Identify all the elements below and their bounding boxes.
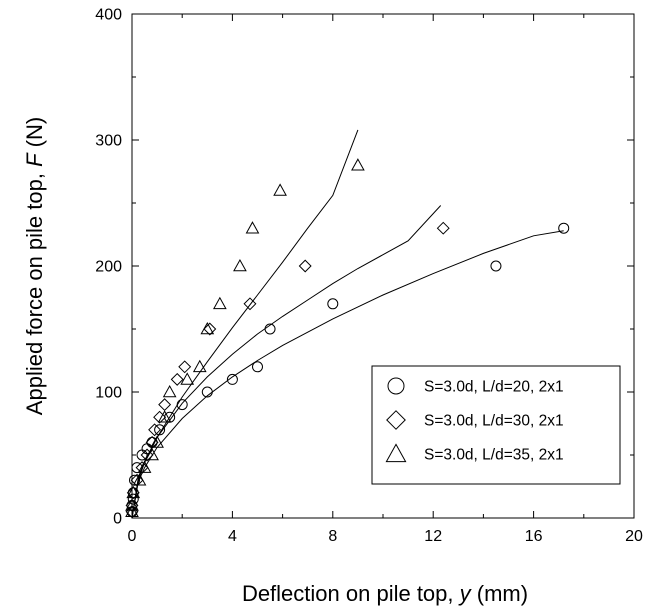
data-point-diamond: [135, 461, 149, 475]
fit-curve-circle: [131, 230, 564, 519]
data-point-triangle: [162, 384, 177, 398]
x-axis-title: Deflection on pile top, y (mm): [242, 581, 528, 606]
data-point-diamond: [436, 221, 450, 235]
data-point-diamond: [298, 259, 312, 273]
data-point-diamond: [170, 372, 184, 386]
data-point-triangle: [145, 447, 159, 461]
legend-label: S=3.0d, L/d=35, 2x1: [424, 447, 564, 464]
x-tick-label: 4: [228, 528, 237, 545]
data-point-triangle: [200, 321, 215, 335]
data-point-triangle: [245, 221, 260, 234]
legend: S=3.0d, L/d=20, 2x1 S=3.0d, L/d=30, 2x1 S=…: [371, 365, 621, 485]
data-point-triangle: [233, 258, 247, 272]
data-point-triangle: [180, 372, 195, 385]
data-point-circle: [327, 298, 339, 310]
data-point-triangle: [132, 473, 147, 486]
data-point-circle: [154, 424, 166, 436]
y-tick-labels: 0 100 200 300 400: [95, 7, 122, 528]
data-markers: [125, 158, 570, 519]
data-point-circle: [558, 222, 570, 234]
tick-marks: [131, 13, 635, 519]
data-point-triangle: [157, 410, 172, 423]
data-point-triangle: [351, 158, 365, 171]
legend-marker-diamond: [386, 410, 406, 430]
x-tick-label: 0: [128, 528, 137, 545]
data-point-circle: [490, 260, 502, 272]
data-point-diamond: [148, 423, 162, 437]
data-point-circle: [176, 399, 188, 411]
data-point-circle: [252, 361, 263, 373]
legend-label: S=3.0d, L/d=20, 2x1: [424, 379, 564, 396]
data-point-triangle: [126, 485, 141, 499]
x-tick-label: 20: [625, 528, 643, 545]
data-point-diamond: [130, 473, 144, 487]
data-point-diamond: [153, 410, 167, 424]
legend-marker-triangle: [385, 443, 407, 463]
data-point-diamond: [126, 486, 140, 500]
legend-box: [371, 365, 621, 485]
y-tick-label: 300: [95, 133, 122, 150]
data-point-diamond: [158, 398, 172, 412]
data-point-triangle: [125, 504, 139, 517]
y-axis-title: Applied force on pile top, F (N): [22, 117, 47, 415]
data-point-circle: [226, 373, 238, 385]
data-point-circle: [136, 449, 148, 461]
data-point-diamond: [140, 448, 154, 462]
data-point-diamond: [125, 498, 139, 512]
data-point-diamond: [203, 322, 217, 336]
y-tick-label: 200: [95, 259, 122, 276]
data-point-circle: [264, 323, 276, 335]
fit-curve-triangle: [131, 129, 359, 519]
data-point-triangle: [192, 359, 207, 373]
data-point-triangle: [125, 498, 139, 511]
data-point-diamond: [243, 297, 257, 311]
x-tick-labels: 0 4 8 12 16 20: [128, 528, 643, 545]
y-tick-label: 400: [95, 7, 122, 24]
data-point-triangle: [273, 183, 287, 196]
data-point-circle: [201, 386, 213, 398]
legend-label: S=3.0d, L/d=30, 2x1: [424, 413, 564, 430]
y-tick-label: 0: [113, 511, 122, 528]
data-point-circle: [127, 493, 139, 505]
x-tick-label: 12: [424, 528, 442, 545]
data-point-triangle: [137, 460, 152, 473]
data-point-triangle: [150, 435, 164, 448]
x-tick-label: 16: [525, 528, 543, 545]
data-point-circle: [131, 462, 143, 474]
data-point-triangle: [213, 296, 227, 310]
legend-marker-circle: [387, 377, 405, 395]
y-tick-label: 100: [95, 385, 122, 402]
data-point-diamond: [178, 360, 192, 374]
x-tick-label: 8: [328, 528, 337, 545]
